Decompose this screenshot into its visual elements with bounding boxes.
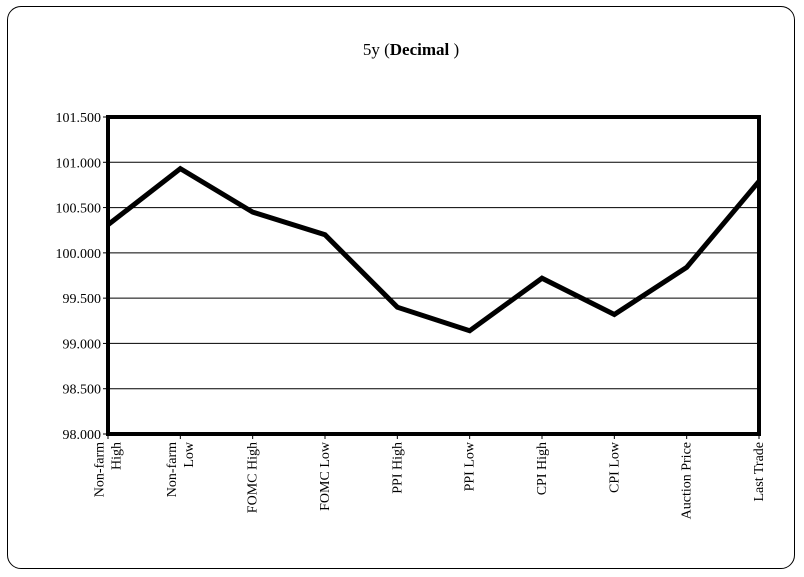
data-point: [686, 266, 688, 268]
y-tick-label: 101.000: [56, 156, 102, 171]
x-tick-label: CPI Low: [607, 441, 622, 493]
y-tick-label: 101.500: [56, 111, 102, 126]
chart-title: 5y (Decimal ): [363, 40, 459, 59]
data-point: [469, 330, 471, 332]
x-tick-label: Non-farm Low: [165, 441, 197, 497]
data-point: [324, 234, 326, 236]
chart-frame: [7, 6, 795, 569]
data-point: [613, 313, 615, 315]
y-tick-label: 100.500: [56, 202, 102, 217]
y-tick-label: 99.500: [63, 292, 102, 307]
x-tick-label: CPI High: [535, 442, 550, 495]
series-layer: [106, 165, 761, 334]
x-tick-label: FOMC High: [246, 442, 261, 513]
gridlines: [108, 161, 759, 390]
x-axis-ticks: Non-farm High Non-farm Low FOMC High FOMC Low…: [93, 434, 767, 519]
data-point: [758, 180, 760, 182]
x-tick-label: PPI High: [390, 442, 405, 494]
y-tick-label: 98.000: [63, 428, 102, 443]
y-tick-label: 98.500: [63, 383, 102, 398]
y-axis-ticks: 98.000 98.500 99.000 99.500 100.000 100.500 10…: [56, 111, 108, 443]
x-tick-label: FOMC Low: [318, 441, 333, 511]
x-tick-label: Non-farm High: [93, 442, 125, 497]
data-point: [396, 306, 398, 308]
plot-area: [106, 115, 761, 436]
data-point: [179, 168, 181, 170]
data-point: [107, 224, 109, 226]
chart-title-suffix: ): [449, 40, 459, 59]
x-tick-label: Auction Price: [680, 442, 695, 519]
y-tick-label: 100.000: [56, 247, 102, 262]
chart-title-bold: Decimal: [390, 40, 450, 59]
data-point: [252, 211, 254, 213]
chart-title-prefix: 5y (: [363, 40, 390, 59]
y-tick-label: 99.000: [63, 337, 102, 352]
series-line: [106, 165, 761, 334]
x-tick-label: Last Trade: [752, 442, 767, 502]
x-tick-label: PPI Low: [463, 441, 478, 491]
data-point: [541, 277, 543, 279]
